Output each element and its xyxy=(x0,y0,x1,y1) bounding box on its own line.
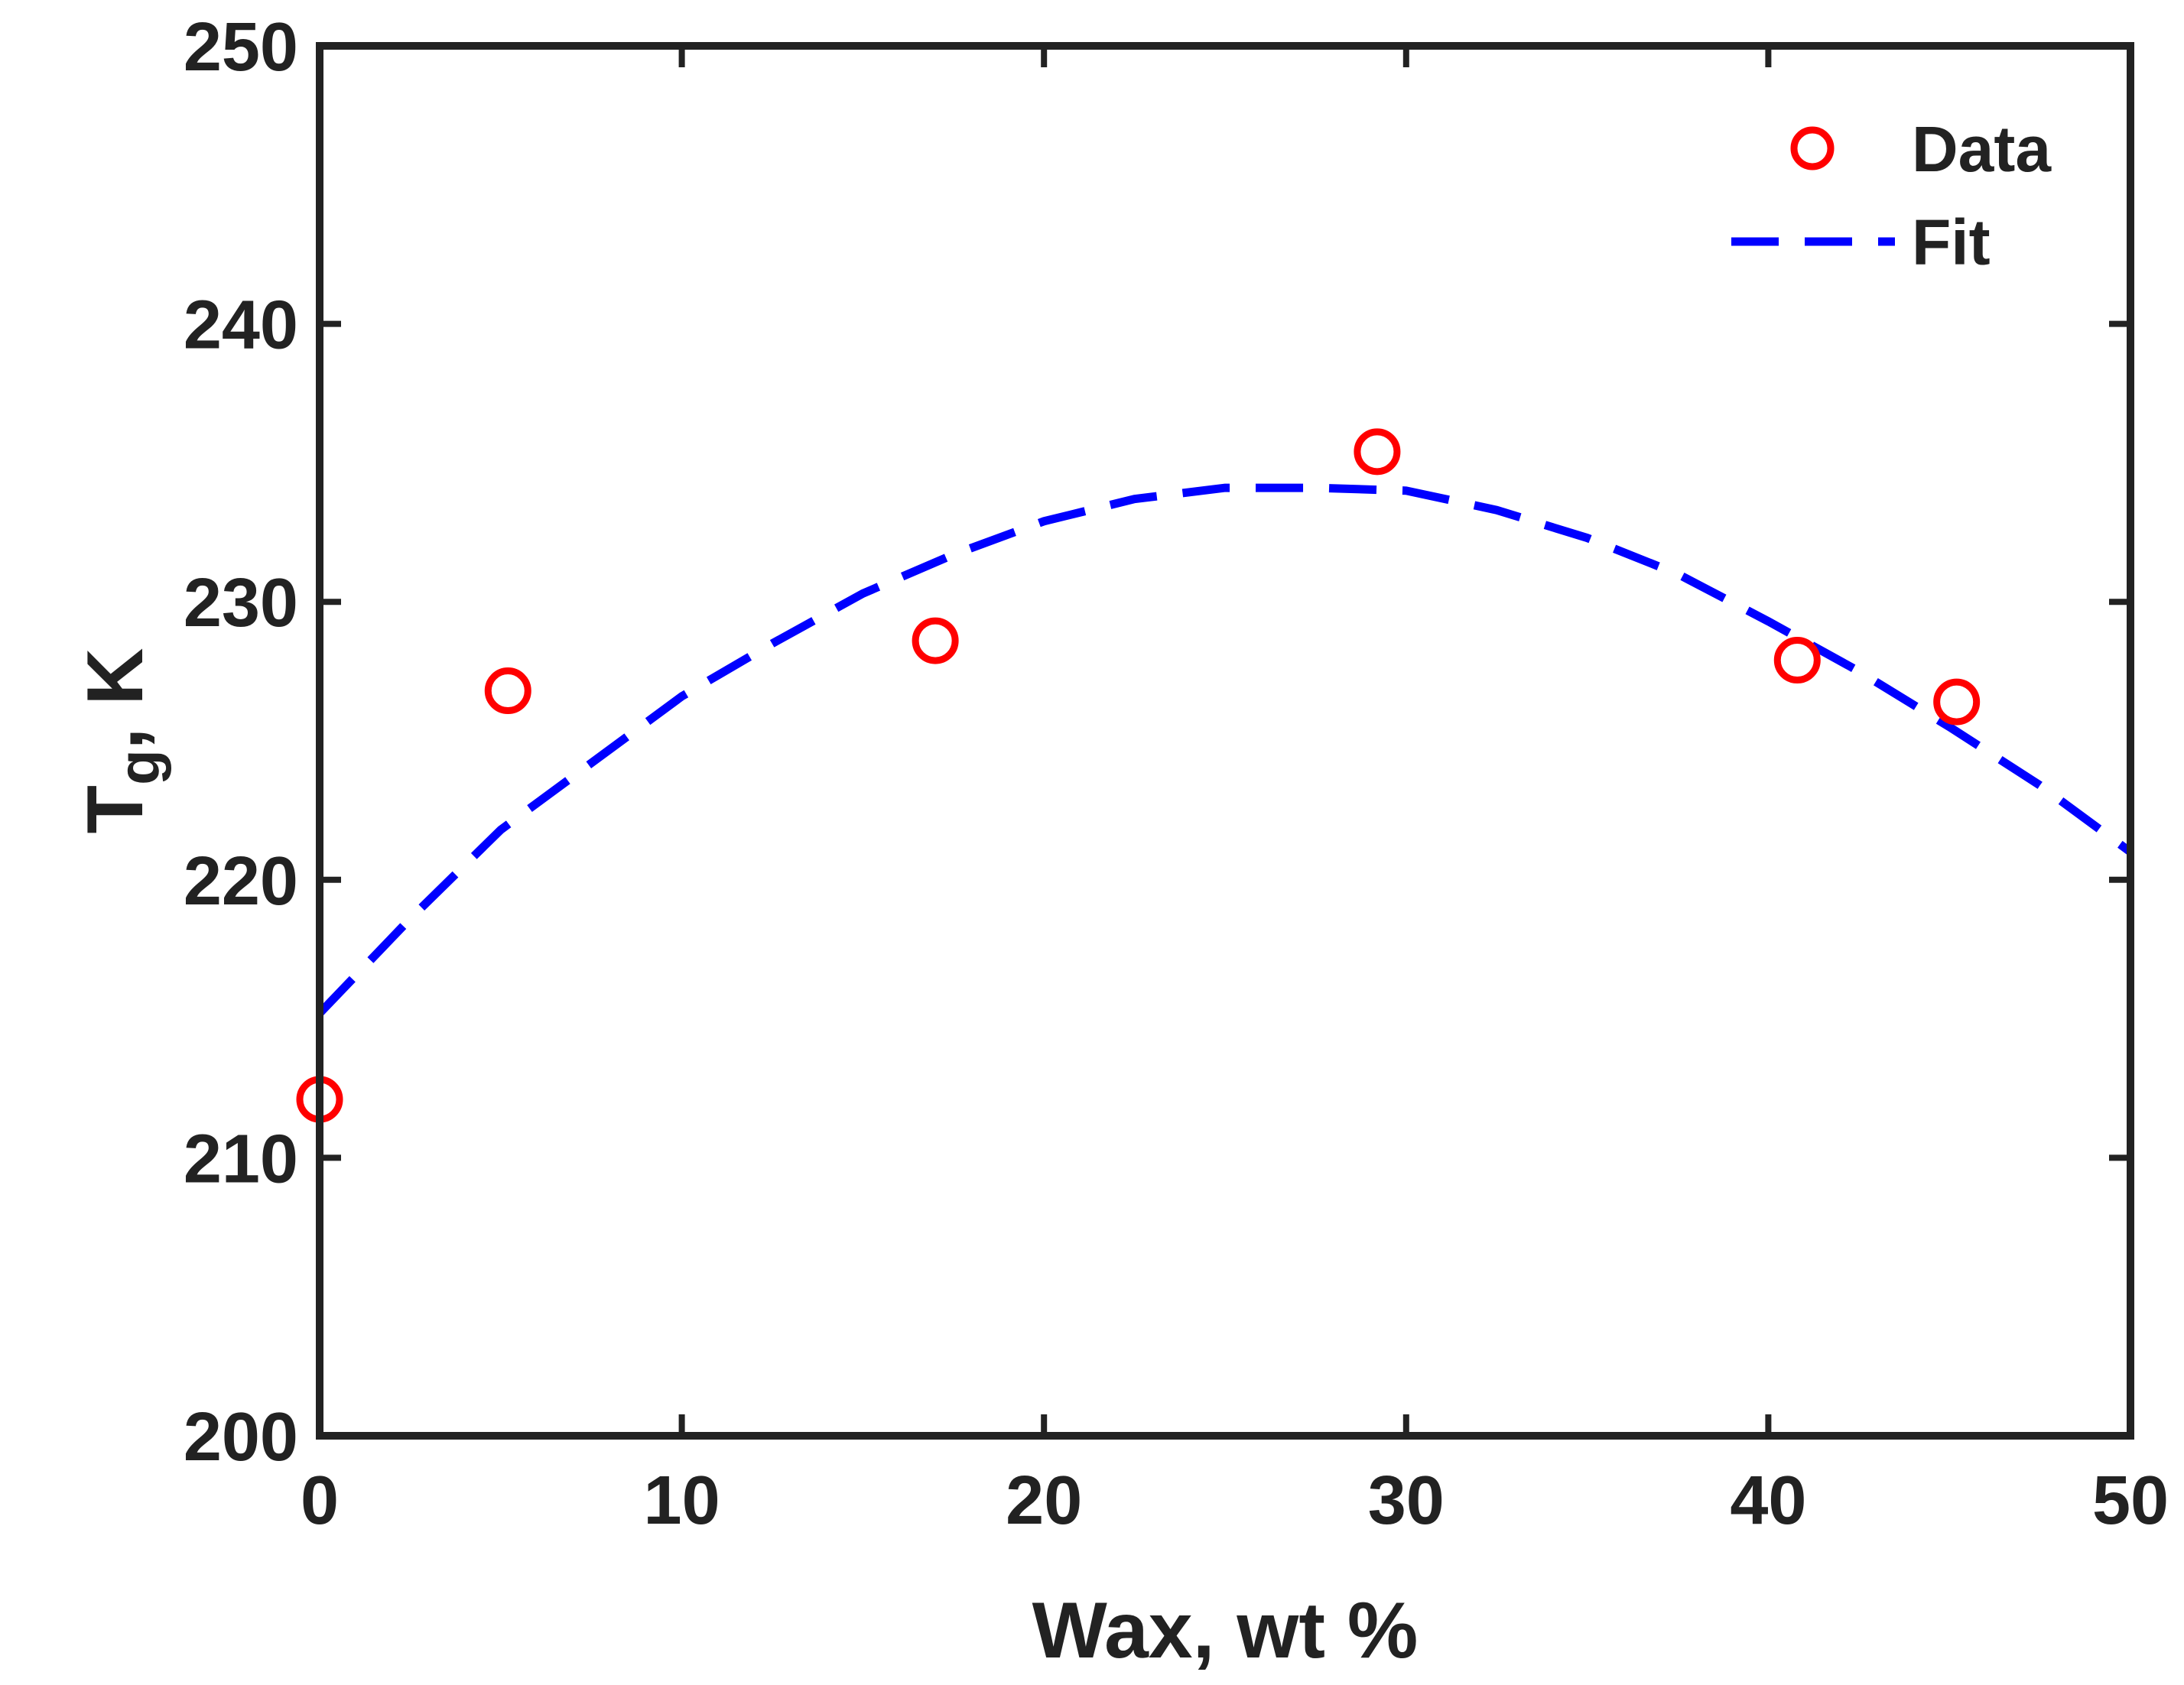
x-ticks: 0 10 20 30 40 50 xyxy=(301,46,2169,1539)
x-tick-label: 0 xyxy=(301,1463,339,1539)
y-tick-label: 220 xyxy=(184,843,298,920)
y-tick-label: 230 xyxy=(184,565,298,641)
y-tick-label: 240 xyxy=(184,287,298,364)
y-axis-title-sub: g xyxy=(107,749,172,784)
x-tick-label: 10 xyxy=(644,1463,720,1539)
data-point xyxy=(484,667,531,715)
data-point xyxy=(1354,428,1401,476)
fit-curve xyxy=(317,483,2134,1017)
series-layer xyxy=(296,428,2134,1123)
plot-frame xyxy=(316,42,2134,1440)
x-axis-title: Wax, wt % xyxy=(1032,1586,1419,1675)
x-tick-label: 50 xyxy=(2092,1463,2169,1539)
y-ticks: 200 210 220 230 240 250 xyxy=(184,9,2130,1476)
svg-text:Tg, K: Tg, K xyxy=(71,648,172,834)
plot-background xyxy=(320,46,2130,1436)
x-tick-label: 20 xyxy=(1006,1463,1082,1539)
y-tick-label: 200 xyxy=(184,1399,298,1476)
x-tick-label: 30 xyxy=(1368,1463,1445,1539)
legend-data-label: Data xyxy=(1912,113,2052,185)
y-axis-title-main: T xyxy=(71,785,160,834)
data-point xyxy=(1933,678,1981,726)
legend-data-marker xyxy=(1790,126,1835,170)
data-point xyxy=(1773,637,1821,684)
y-tick-label: 210 xyxy=(184,1121,298,1197)
legend: Data Fit xyxy=(1731,113,2052,278)
legend-fit-label: Fit xyxy=(1912,206,1991,278)
x-tick-label: 40 xyxy=(1730,1463,1806,1539)
y-axis-title-suffix: , K xyxy=(71,648,160,750)
y-axis-title: Tg, K xyxy=(71,648,172,834)
y-tick-label: 250 xyxy=(184,9,298,86)
data-point xyxy=(912,617,959,664)
